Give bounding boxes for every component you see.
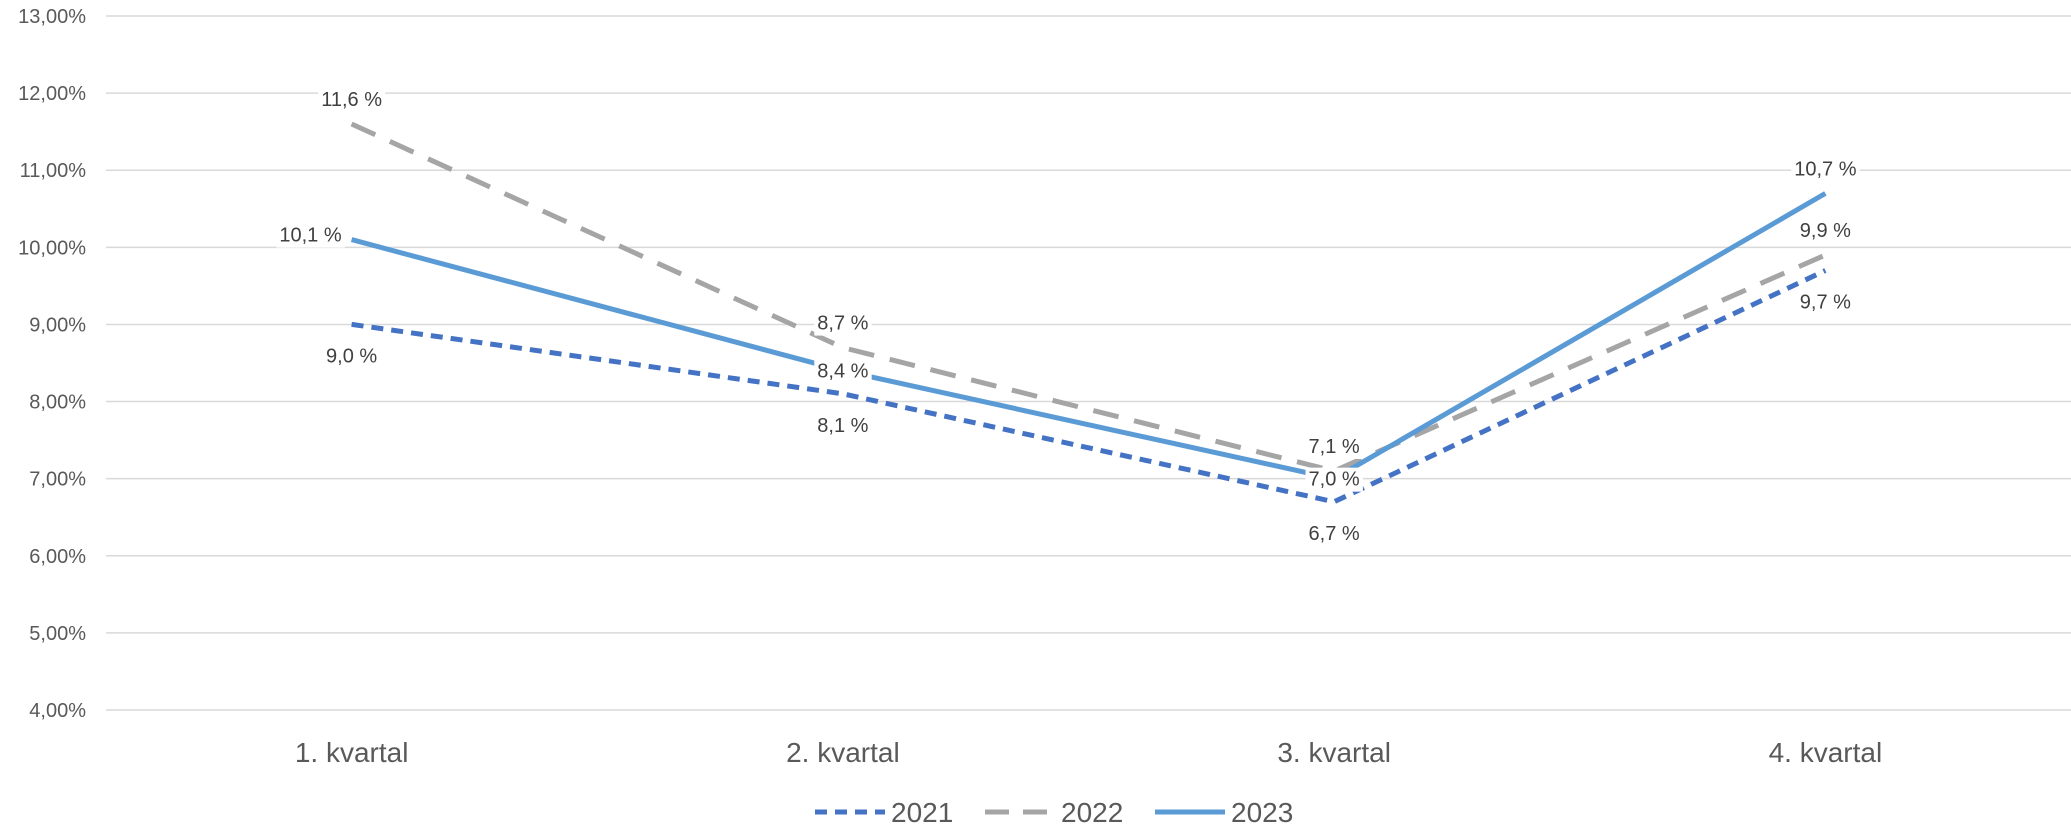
data-label: 9,9 % xyxy=(1800,220,1851,242)
legend: 2021 2022 2023 xyxy=(815,797,1293,828)
data-label: 7,0 % xyxy=(1309,469,1360,491)
data-label: 10,7 % xyxy=(1794,158,1856,180)
x-tick-label: 3. kvartal xyxy=(1277,737,1391,768)
series-line-2021 xyxy=(351,268,1827,505)
data-label-bg xyxy=(814,311,872,336)
data-label: 8,7 % xyxy=(817,313,868,335)
data-label-bg xyxy=(276,223,345,248)
data-label: 7,1 % xyxy=(1309,436,1360,458)
series-lines xyxy=(350,121,1827,505)
y-tick-label: 8,00% xyxy=(29,392,86,414)
y-tick-label: 12,00% xyxy=(18,83,86,105)
y-axis-ticks: 4,00% 5,00% 6,00% 7,00% 8,00% 9,00% 10,00% 11,0… xyxy=(18,6,86,722)
legend-label-2023: 2023 xyxy=(1231,797,1293,828)
data-label-bg xyxy=(1796,290,1855,315)
data-label-bg xyxy=(1305,434,1363,459)
data-label-bg xyxy=(1305,467,1363,492)
y-tick-label: 11,00% xyxy=(20,160,87,182)
x-tick-label: 1. kvartal xyxy=(295,737,409,768)
y-tick-label: 4,00% xyxy=(29,700,86,722)
data-label: 6,7 % xyxy=(1309,523,1360,545)
data-label: 8,1 % xyxy=(817,415,868,437)
data-label-bg xyxy=(318,87,386,112)
x-axis-ticks: 1. kvartal 2. kvartal 3. kvartal 4. kvartal xyxy=(295,737,1882,768)
data-label-bg xyxy=(814,359,872,384)
data-label: 8,4 % xyxy=(817,361,868,383)
data-label: 9,7 % xyxy=(1800,291,1851,313)
y-tick-label: 6,00% xyxy=(29,546,86,568)
data-label-bg xyxy=(814,413,872,438)
legend-label-2022: 2022 xyxy=(1061,797,1123,828)
x-tick-label: 4. kvartal xyxy=(1769,737,1883,768)
data-label-bg xyxy=(323,344,381,369)
y-tick-label: 9,00% xyxy=(29,314,86,336)
data-label: 9,0 % xyxy=(326,345,377,367)
series-line-2022 xyxy=(350,121,1827,474)
y-tick-label: 10,00% xyxy=(18,237,86,259)
series-line-2023 xyxy=(350,191,1827,482)
y-tick-label: 7,00% xyxy=(29,469,86,491)
data-label-bg xyxy=(1305,521,1363,546)
data-label: 10,1 % xyxy=(279,225,341,247)
gridlines xyxy=(106,15,2071,711)
y-tick-label: 5,00% xyxy=(29,623,86,645)
data-labels: 9,0 % 8,1 % 6,7 % 9,7 % 11,6 % 8,7 % 7,1 % 9,9 … xyxy=(276,87,1860,546)
data-label-bg xyxy=(1791,157,1860,182)
data-label-bg xyxy=(1796,219,1855,244)
y-tick-label: 13,00% xyxy=(18,6,86,28)
legend-label-2021: 2021 xyxy=(891,797,953,828)
x-tick-label: 2. kvartal xyxy=(786,737,900,768)
data-label: 11,6 % xyxy=(321,89,382,111)
